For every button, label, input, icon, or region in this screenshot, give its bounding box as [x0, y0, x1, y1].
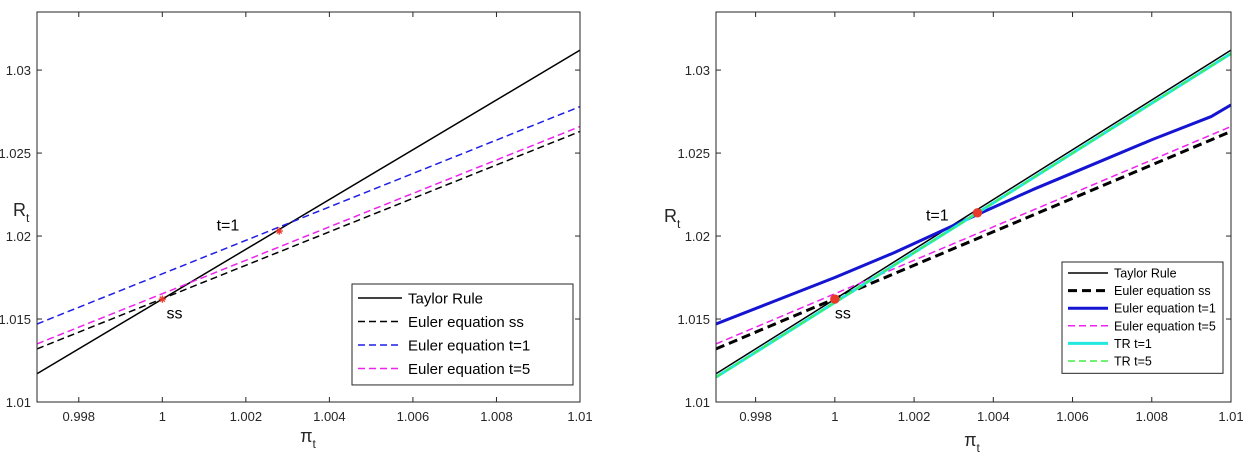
legend-label-1: Taylor Rule	[1114, 267, 1177, 281]
x-tick-label: 0.998	[62, 409, 95, 424]
series-line-2	[37, 130, 580, 350]
legend-label-2: Euler equation ss	[408, 314, 524, 331]
legend-label-3: Euler equation t=1	[408, 337, 530, 354]
marker-2	[972, 208, 983, 218]
x-tick-label: 1.002	[230, 409, 263, 424]
chart-panel-2: ss t=1 0.998 1 1.002 1.004 1.006 1.008 1.01 1.01 1…	[664, 11, 1244, 455]
series-line-3	[716, 103, 1231, 326]
legend-box	[351, 283, 574, 386]
marker-2	[275, 227, 283, 235]
series-line-4	[716, 125, 1231, 345]
series-line-2	[716, 130, 1231, 351]
y-axis-label: Rt	[13, 200, 30, 225]
series-line-6	[716, 52, 1231, 378]
y-tick-label: 1.02	[685, 229, 710, 244]
legend-box	[1061, 261, 1224, 374]
marker-1	[830, 294, 840, 304]
axes-box	[715, 11, 1232, 403]
series-line-4	[37, 125, 580, 345]
legend-label-1: Taylor Rule	[408, 290, 483, 307]
legend-label-6: TR t=5	[1114, 355, 1152, 369]
legend-label-2: Euler equation ss	[1114, 284, 1211, 298]
y-tick-label: 1.03	[685, 63, 710, 78]
legend: Taylor Rule Euler equation ss Euler equati…	[1061, 261, 1224, 374]
x-tick-label: 1.004	[977, 409, 1010, 424]
y-tick-label: 1.025	[677, 146, 710, 161]
x-tick-label: 1	[159, 409, 166, 424]
legend-label-5: TR t=1	[1114, 337, 1152, 351]
legend: Taylor Rule Euler equation ss Euler equati…	[351, 283, 574, 386]
marker-1	[158, 295, 166, 303]
annotation-1: ss	[835, 305, 851, 322]
x-axis-label: πt	[300, 426, 316, 451]
x-tick-label: 1.01	[567, 409, 592, 424]
x-tick-label: 0.998	[739, 409, 772, 424]
y-tick-label: 1.01	[685, 395, 710, 410]
annotation-1: ss	[166, 305, 182, 322]
legend-label-4: Euler equation t=5	[408, 361, 530, 378]
chart-panel-1: ss t=1 0.998 1 1.002 1.004 1.006 1.008 1.01 1.01 1…	[0, 11, 593, 451]
x-tick-label: 1.004	[313, 409, 346, 424]
y-tick-label: 1.015	[0, 312, 31, 327]
y-tick-label: 1.01	[6, 395, 31, 410]
x-axis-label: πt	[964, 430, 980, 455]
y-tick-label: 1.025	[0, 146, 31, 161]
x-tick-label: 1.006	[1056, 409, 1089, 424]
y-tick-label: 1.02	[6, 229, 31, 244]
x-tick-label: 1.002	[898, 409, 931, 424]
series-line-3	[37, 105, 580, 325]
annotation-2: t=1	[217, 217, 240, 234]
y-axis-label: Rt	[664, 206, 681, 231]
y-tick-label: 1.015	[677, 312, 710, 327]
x-tick-label: 1	[831, 409, 838, 424]
series-line-1	[37, 49, 580, 375]
series-group	[37, 49, 580, 375]
y-tick-label: 1.03	[6, 63, 31, 78]
legend-label-3: Euler equation t=1	[1114, 302, 1216, 316]
x-tick-label: 1.006	[397, 409, 430, 424]
axes-box	[36, 11, 581, 403]
legend-label-4: Euler equation t=5	[1114, 319, 1216, 333]
x-tick-label: 1.01	[1218, 409, 1243, 424]
x-tick-label: 1.008	[480, 409, 513, 424]
x-tick-label: 1.008	[1135, 409, 1168, 424]
annotation-2: t=1	[926, 207, 949, 224]
